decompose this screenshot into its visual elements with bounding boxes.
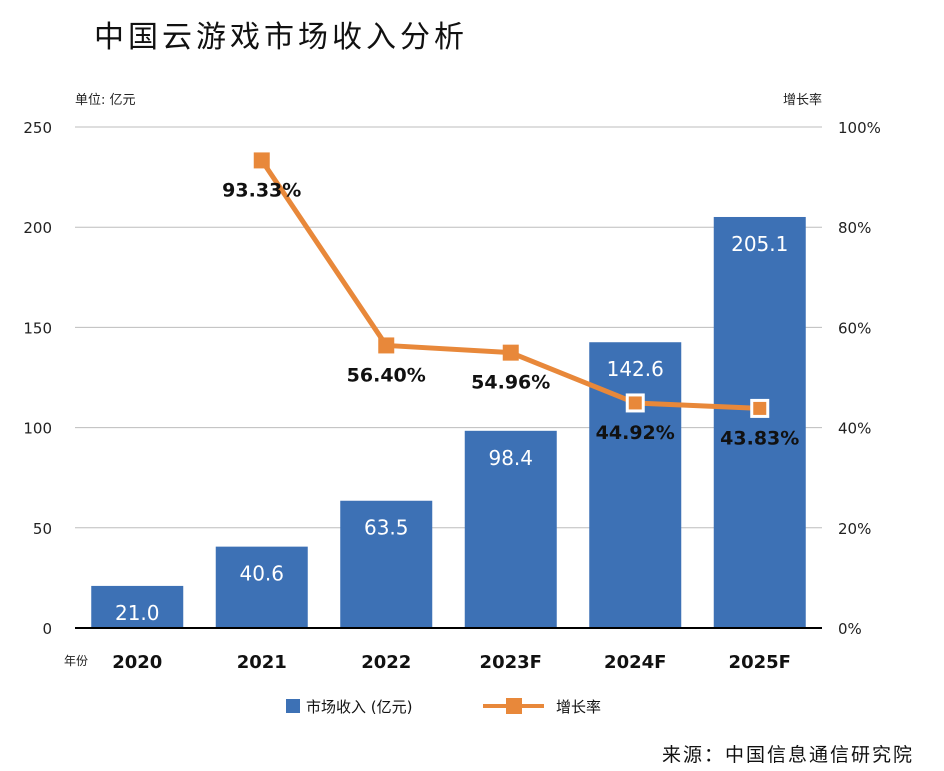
y-tick-label-right: 80% (838, 219, 871, 237)
bar-value-label: 98.4 (488, 446, 533, 470)
source-note: 来源：中国信息通信研究院 (661, 744, 914, 766)
y-tick-label-right: 0% (838, 620, 862, 638)
x-tick-label: 2022 (361, 652, 411, 673)
x-tick-label: 2023F (480, 652, 542, 673)
bar-2021 (215, 546, 308, 628)
growth-rate-marker (625, 393, 645, 413)
right-axis-unit-label: 增长率 (783, 92, 822, 108)
y-tick-label-left: 150 (23, 319, 52, 337)
bar-value-label: 21.0 (115, 601, 160, 625)
bar-2020 (91, 585, 184, 628)
bar-value-label: 63.5 (364, 516, 409, 540)
y-tick-label-right: 100% (838, 119, 881, 137)
x-tick-label: 2020 (112, 652, 162, 673)
bar-value-label: 205.1 (731, 232, 788, 256)
growth-rate-label: 44.92% (596, 422, 675, 444)
y-tick-label-right: 40% (838, 420, 871, 438)
bar-value-label: 40.6 (239, 562, 284, 586)
y-tick-label-left: 0 (42, 620, 52, 638)
growth-rate-marker (378, 337, 395, 354)
y-tick-label-right: 60% (838, 319, 871, 337)
growth-rate-label: 43.83% (720, 427, 799, 449)
bar-2022 (340, 500, 433, 628)
y-tick-label-left: 100 (23, 420, 52, 438)
x-tick-label: 2021 (237, 652, 287, 673)
chart-title: 中国云游戏市场收入分析 (94, 20, 468, 55)
legend-marker-rate (506, 698, 522, 714)
growth-rate-marker (253, 152, 270, 169)
y-tick-label-left: 200 (23, 219, 52, 237)
y-tick-label-left: 50 (33, 520, 52, 538)
growth-rate-label: 93.33% (222, 179, 301, 201)
left-axis-unit-label: 单位: 亿元 (75, 93, 136, 108)
growth-rate-marker (502, 344, 519, 361)
bar-2025F (713, 216, 806, 628)
growth-rate-label: 54.96% (471, 372, 550, 394)
bar-2024F (589, 342, 682, 628)
bar-2023F (464, 430, 557, 628)
x-tick-label: 2024F (604, 652, 666, 673)
y-tick-label-right: 20% (838, 520, 871, 538)
growth-rate-label: 56.40% (347, 364, 426, 386)
x-axis-title: 年份 (64, 654, 88, 668)
legend-label-bar: 市场收入 (亿元) (306, 698, 412, 716)
x-tick-label: 2025F (729, 652, 791, 673)
y-tick-label-left: 250 (23, 119, 52, 137)
bar-value-label: 142.6 (607, 357, 664, 381)
growth-rate-marker (750, 398, 770, 418)
legend-swatch-bar (286, 699, 300, 713)
legend-label-rate: 增长率 (556, 698, 601, 716)
